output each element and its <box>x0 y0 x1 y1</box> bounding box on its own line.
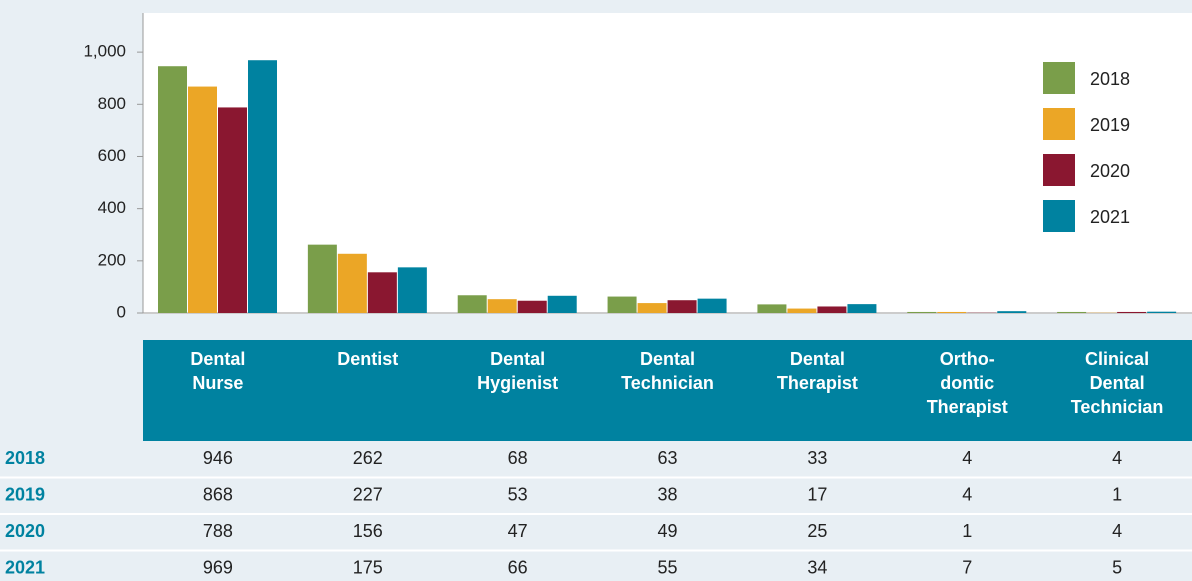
table-cell: 34 <box>807 557 827 577</box>
table-cell: 1 <box>1112 484 1122 504</box>
table-cell: 156 <box>353 521 383 541</box>
bar <box>218 107 247 313</box>
category-label-line: Technician <box>1071 397 1164 417</box>
bar <box>367 272 397 313</box>
table-cell: 4 <box>1112 521 1122 541</box>
table-cell: 47 <box>508 521 528 541</box>
table-cell: 68 <box>508 448 528 468</box>
table-cell: 946 <box>203 448 233 468</box>
table-cell: 868 <box>203 484 233 504</box>
row-label: 2018 <box>5 448 45 468</box>
y-tick-label: 400 <box>98 198 126 217</box>
bar <box>847 304 877 313</box>
bar <box>1117 311 1147 313</box>
legend-label: 2018 <box>1090 69 1130 89</box>
table-cell: 262 <box>353 448 383 468</box>
bar <box>307 244 337 313</box>
table-cell: 4 <box>962 448 972 468</box>
table-header <box>143 340 1192 441</box>
y-tick-label: 1,000 <box>83 42 126 61</box>
bar <box>487 299 517 313</box>
table-cell: 7 <box>962 557 972 577</box>
bar <box>697 298 727 313</box>
bar <box>937 311 967 313</box>
bar <box>547 295 577 313</box>
category-label-line: Technician <box>621 373 714 393</box>
bar <box>637 303 667 313</box>
table-cell: 25 <box>807 521 827 541</box>
category-label-line: Ortho- <box>940 349 995 369</box>
bar <box>248 60 277 313</box>
table-cell: 33 <box>807 448 827 468</box>
bar <box>517 300 547 313</box>
category-label: Dental Therapist <box>777 349 858 393</box>
y-tick-label: 600 <box>98 146 126 165</box>
plot-area <box>143 13 1192 314</box>
category-label: Dental Hygienist <box>477 349 558 393</box>
legend-swatch <box>1043 154 1075 186</box>
category-label-line: Dental <box>640 349 695 369</box>
y-tick-label: 0 <box>117 302 126 321</box>
table-cell: 969 <box>203 557 233 577</box>
legend-label: 2020 <box>1090 161 1130 181</box>
table-cell: 66 <box>508 557 528 577</box>
category-label: Dentist <box>337 349 398 369</box>
table-cell: 1 <box>962 521 972 541</box>
bar <box>667 300 697 313</box>
table-cell: 227 <box>353 484 383 504</box>
table-cell: 175 <box>353 557 383 577</box>
bar <box>188 86 217 313</box>
bar <box>817 306 847 313</box>
table-cell: 4 <box>1112 448 1122 468</box>
category-label-line: Dental <box>190 349 245 369</box>
y-tick-label: 200 <box>98 250 126 269</box>
bar <box>337 253 367 313</box>
table-cell: 17 <box>807 484 827 504</box>
legend-label: 2019 <box>1090 115 1130 135</box>
legend-swatch <box>1043 62 1075 94</box>
bar <box>907 311 937 313</box>
category-label-line: Dental <box>490 349 545 369</box>
category-label: Clinical Dental Technician <box>1071 349 1164 417</box>
table-cell: 49 <box>657 521 677 541</box>
category-label-line: Nurse <box>192 373 243 393</box>
bar <box>1057 311 1087 313</box>
bar <box>787 308 817 313</box>
y-tick-label: 800 <box>98 94 126 113</box>
category-label: Dental Nurse <box>190 349 245 393</box>
table-cell: 55 <box>657 557 677 577</box>
category-label-line: Clinical <box>1085 349 1149 369</box>
legend-label: 2021 <box>1090 207 1130 227</box>
bar <box>457 295 487 313</box>
table-cell: 63 <box>657 448 677 468</box>
bar <box>997 311 1027 313</box>
table-cell: 5 <box>1112 557 1122 577</box>
legend-swatch <box>1043 108 1075 140</box>
table-cell: 53 <box>508 484 528 504</box>
category-label: Ortho-dontic Therapist <box>927 349 1008 417</box>
row-label: 2019 <box>5 484 45 504</box>
row-label: 2021 <box>5 557 45 577</box>
row-label: 2020 <box>5 521 45 541</box>
category-label-line: Hygienist <box>477 373 558 393</box>
category-label: Dental Technician <box>621 349 714 393</box>
bar <box>607 296 637 313</box>
category-label-line: Dentist <box>337 349 398 369</box>
category-label-line: Therapist <box>927 397 1008 417</box>
table-cell: 38 <box>657 484 677 504</box>
category-label-line: Therapist <box>777 373 858 393</box>
bar <box>158 66 187 313</box>
bar <box>397 267 427 313</box>
bar <box>1147 311 1177 313</box>
table-cell: 788 <box>203 521 233 541</box>
category-label-line: Dental <box>1090 373 1145 393</box>
legend-swatch <box>1043 200 1075 232</box>
category-label-line: dontic <box>940 373 994 393</box>
category-label-line: Dental <box>790 349 845 369</box>
table-cell: 4 <box>962 484 972 504</box>
bar <box>757 304 787 313</box>
